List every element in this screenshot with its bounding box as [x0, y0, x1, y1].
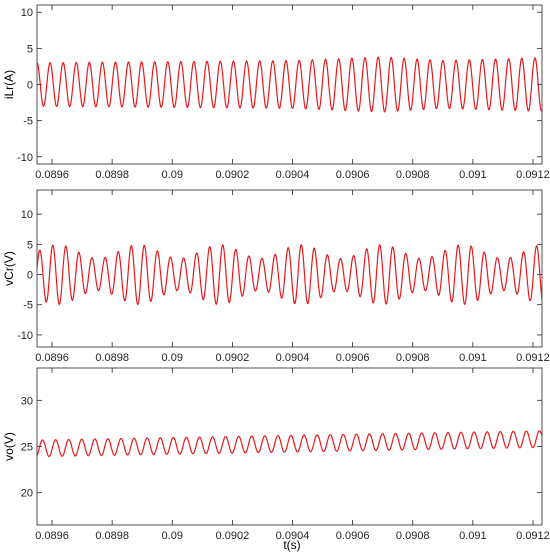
x-tick-label: 0.0902: [216, 352, 250, 364]
x-tick-label: 0.091: [459, 530, 487, 542]
y-axis-title: vo(V): [2, 432, 16, 461]
x-tick-label: 0.0896: [35, 169, 69, 181]
y-tick-label: 5: [27, 43, 33, 55]
x-tick-label: 0.09: [162, 530, 183, 542]
y-tick-label: 10: [21, 7, 33, 19]
x-tick-label: 0.0896: [35, 530, 69, 542]
y-tick-label: 5: [27, 239, 33, 251]
y-tick-label: -10: [17, 330, 33, 342]
x-tick-label: 0.0912: [516, 169, 550, 181]
x-tick-label: 0.0908: [396, 530, 430, 542]
y-axis-title: iLr(A): [2, 70, 16, 99]
x-tick-label: 0.0896: [35, 352, 69, 364]
x-tick-label: 0.0906: [336, 169, 370, 181]
chart-panel-3: 0.0896 0.0898 0.09 0.0902 0.0904 0.0906 0.0908…: [2, 367, 550, 542]
y-tick-label: 30: [21, 395, 33, 407]
y-tick-label: 10: [21, 209, 33, 221]
x-tick-label: 0.0904: [276, 352, 310, 364]
x-tick-label: 0.0908: [396, 352, 430, 364]
x-tick-label: 0.091: [459, 352, 487, 364]
y-tick-label: 0: [27, 270, 33, 282]
y-tick-label: 20: [21, 488, 33, 500]
x-axis-title: t(s): [283, 538, 300, 552]
x-tick-label: 0.0908: [396, 169, 430, 181]
series-line: [37, 56, 542, 113]
y-tick-label: -10: [17, 152, 33, 164]
y-axis-title: vCr(V): [2, 251, 16, 286]
y-tick-label: 0: [27, 80, 33, 92]
y-tick-label: -5: [23, 300, 33, 312]
x-tick-label: 0.0912: [516, 352, 550, 364]
y-tick-label: 25: [21, 442, 33, 454]
series-line: [37, 243, 542, 306]
x-tick-label: 0.0898: [95, 169, 129, 181]
plot-frame: [36, 367, 543, 526]
x-tick-label: 0.091: [459, 169, 487, 181]
x-tick-label: 0.0912: [516, 530, 550, 542]
x-tick-label: 0.09: [162, 352, 183, 364]
plot-frame: [36, 189, 543, 348]
x-tick-label: 0.0904: [276, 169, 310, 181]
chart-panel-2: 0.0896 0.0898 0.09 0.0902 0.0904 0.0906 0.0908…: [2, 189, 550, 364]
y-tick-label: -5: [23, 116, 33, 128]
x-tick-label: 0.0898: [95, 352, 129, 364]
x-tick-label: 0.0906: [336, 352, 370, 364]
x-tick-label: 0.09: [162, 169, 183, 181]
x-tick-label: 0.0902: [216, 169, 250, 181]
chart-panel-1: 0.0896 0.0898 0.09 0.0902 0.0904 0.0906 0.0908…: [2, 4, 550, 181]
x-tick-label: 0.0904: [276, 530, 310, 542]
series-line: [37, 430, 542, 458]
x-tick-label: 0.0902: [216, 530, 250, 542]
x-tick-label: 0.0906: [336, 530, 370, 542]
x-tick-label: 0.0898: [95, 530, 129, 542]
